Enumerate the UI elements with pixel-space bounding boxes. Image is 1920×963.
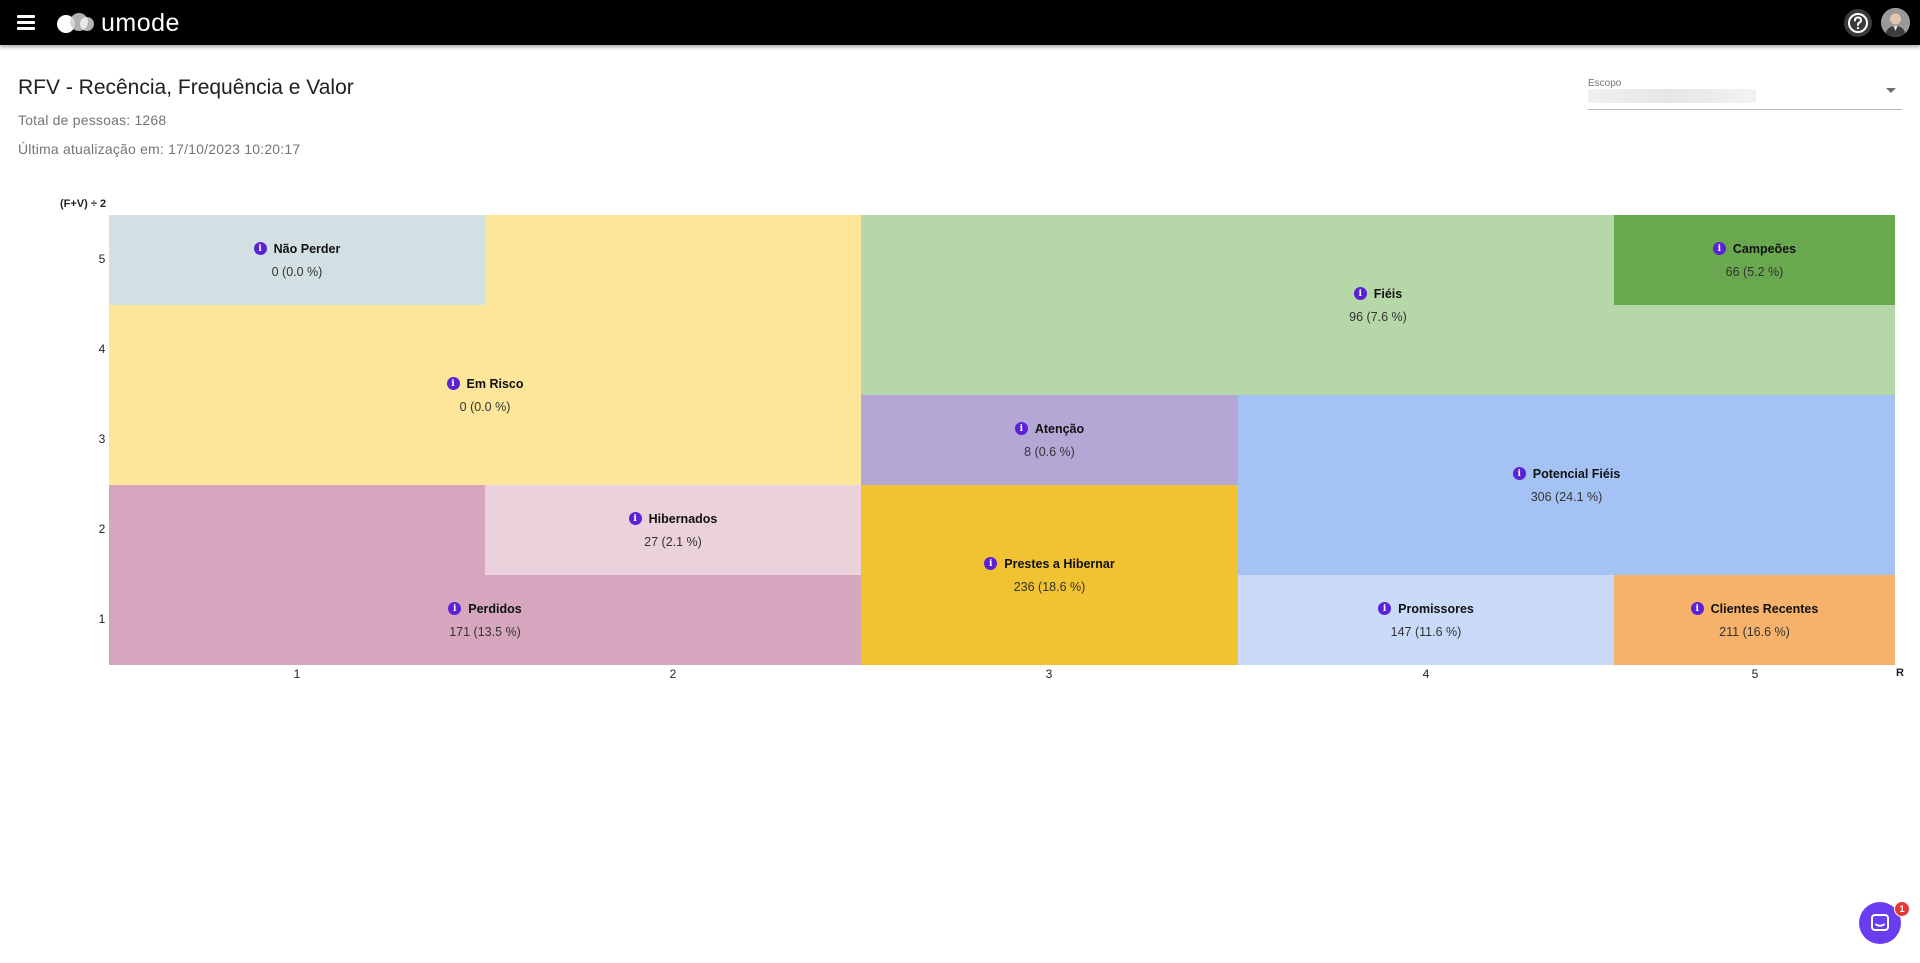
- segment-name: Fiéis: [1373, 286, 1403, 301]
- segment-atencao[interactable]: i Atenção 8 (0.6 %): [861, 395, 1238, 485]
- segment-name: Clientes Recentes: [1710, 601, 1819, 616]
- segment-potencial-fieis[interactable]: i Potencial Fiéis 306 (24.1 %): [1238, 395, 1895, 575]
- segment-promissores[interactable]: i Promissores 147 (11.6 %): [1238, 575, 1614, 665]
- info-icon[interactable]: i: [984, 557, 998, 570]
- segment-stat: 236 (18.6 %): [1013, 579, 1086, 594]
- x-tick: 5: [1751, 667, 1759, 681]
- segment-name: Perdidos: [468, 601, 522, 616]
- y-tick: 4: [98, 342, 106, 356]
- total-people: Total de pessoas: 1268: [18, 112, 167, 128]
- segment-name: Potencial Fiéis: [1532, 466, 1621, 481]
- user-avatar[interactable]: [1881, 8, 1910, 37]
- x-axis-title: R: [1896, 667, 1904, 679]
- info-icon[interactable]: i: [448, 602, 462, 615]
- segment-stat: 147 (11.6 %): [1390, 624, 1462, 639]
- segment-name: Em Risco: [466, 376, 524, 391]
- scope-value: [1588, 89, 1756, 103]
- segment-campeoes[interactable]: i Campeões 66 (5.2 %): [1614, 215, 1895, 305]
- y-tick: 3: [98, 432, 106, 446]
- segment-name: Atenção: [1034, 421, 1085, 436]
- info-icon[interactable]: i: [1512, 467, 1526, 480]
- segment-nao-perder[interactable]: i Não Perder 0 (0.0 %): [109, 215, 485, 305]
- segment-stat: 8 (0.6 %): [1024, 444, 1075, 459]
- top-bar: umode: [0, 0, 1920, 45]
- segment-name: Prestes a Hibernar: [1004, 556, 1115, 571]
- segment-stat: 27 (2.1 %): [644, 534, 702, 549]
- segment-name: Hibernados: [648, 511, 718, 526]
- brand-logo[interactable]: umode: [55, 9, 180, 37]
- segment-stat: 0 (0.0 %): [459, 399, 511, 414]
- brand-name: umode: [101, 8, 180, 37]
- segment-name: Promissores: [1398, 601, 1474, 616]
- info-icon[interactable]: i: [1712, 242, 1726, 255]
- segment-clientes-recentes[interactable]: i Clientes Recentes 211 (16.6 %): [1614, 575, 1895, 665]
- scope-select[interactable]: Escopo: [1588, 78, 1902, 110]
- segment-stat: 0 (0.0 %): [271, 264, 323, 279]
- hamburger-menu-icon[interactable]: [14, 12, 38, 34]
- segment-name: Não Perder: [273, 241, 341, 256]
- help-button[interactable]: [1844, 9, 1872, 37]
- info-icon[interactable]: i: [628, 512, 642, 525]
- info-icon[interactable]: i: [1014, 422, 1028, 435]
- x-tick: 4: [1422, 667, 1430, 681]
- segment-stat: 306 (24.1 %): [1530, 489, 1603, 504]
- segment-stat: 96 (7.6 %): [1349, 309, 1407, 324]
- page-title: RFV - Recência, Frequência e Valor: [18, 76, 354, 99]
- segment-name: Campeões: [1732, 241, 1797, 256]
- user-photo-icon: [1881, 8, 1910, 37]
- chat-icon: [1871, 914, 1889, 931]
- x-tick: 1: [293, 667, 301, 681]
- chat-notification-badge: 1: [1894, 901, 1910, 917]
- info-icon[interactable]: i: [1690, 602, 1704, 615]
- last-updated: Última atualização em: 17/10/2023 10:20:…: [18, 141, 301, 157]
- segment-stat: 66 (5.2 %): [1725, 264, 1784, 279]
- x-tick: 2: [669, 667, 677, 681]
- segment-prestes-a-hibernar[interactable]: i Prestes a Hibernar 236 (18.6 %): [861, 485, 1238, 665]
- info-icon[interactable]: i: [446, 377, 460, 390]
- info-icon[interactable]: i: [1353, 287, 1367, 300]
- umode-logo-icon: [57, 13, 94, 33]
- y-tick: 2: [98, 522, 106, 536]
- info-icon[interactable]: i: [253, 242, 267, 255]
- info-icon[interactable]: i: [1378, 602, 1392, 615]
- y-axis-title: (F+V) ÷ 2: [60, 198, 107, 210]
- y-tick: 5: [98, 252, 106, 266]
- y-tick: 1: [98, 612, 106, 626]
- scope-label: Escopo: [1588, 78, 1622, 89]
- segment-stat: 211 (16.6 %): [1719, 624, 1790, 639]
- segment-stat: 171 (13.5 %): [449, 624, 521, 639]
- segment-hibernados[interactable]: i Hibernados 27 (2.1 %): [485, 485, 861, 575]
- x-tick: 3: [1045, 667, 1053, 681]
- help-circle-icon: [1848, 13, 1868, 33]
- chevron-down-icon: [1886, 88, 1896, 93]
